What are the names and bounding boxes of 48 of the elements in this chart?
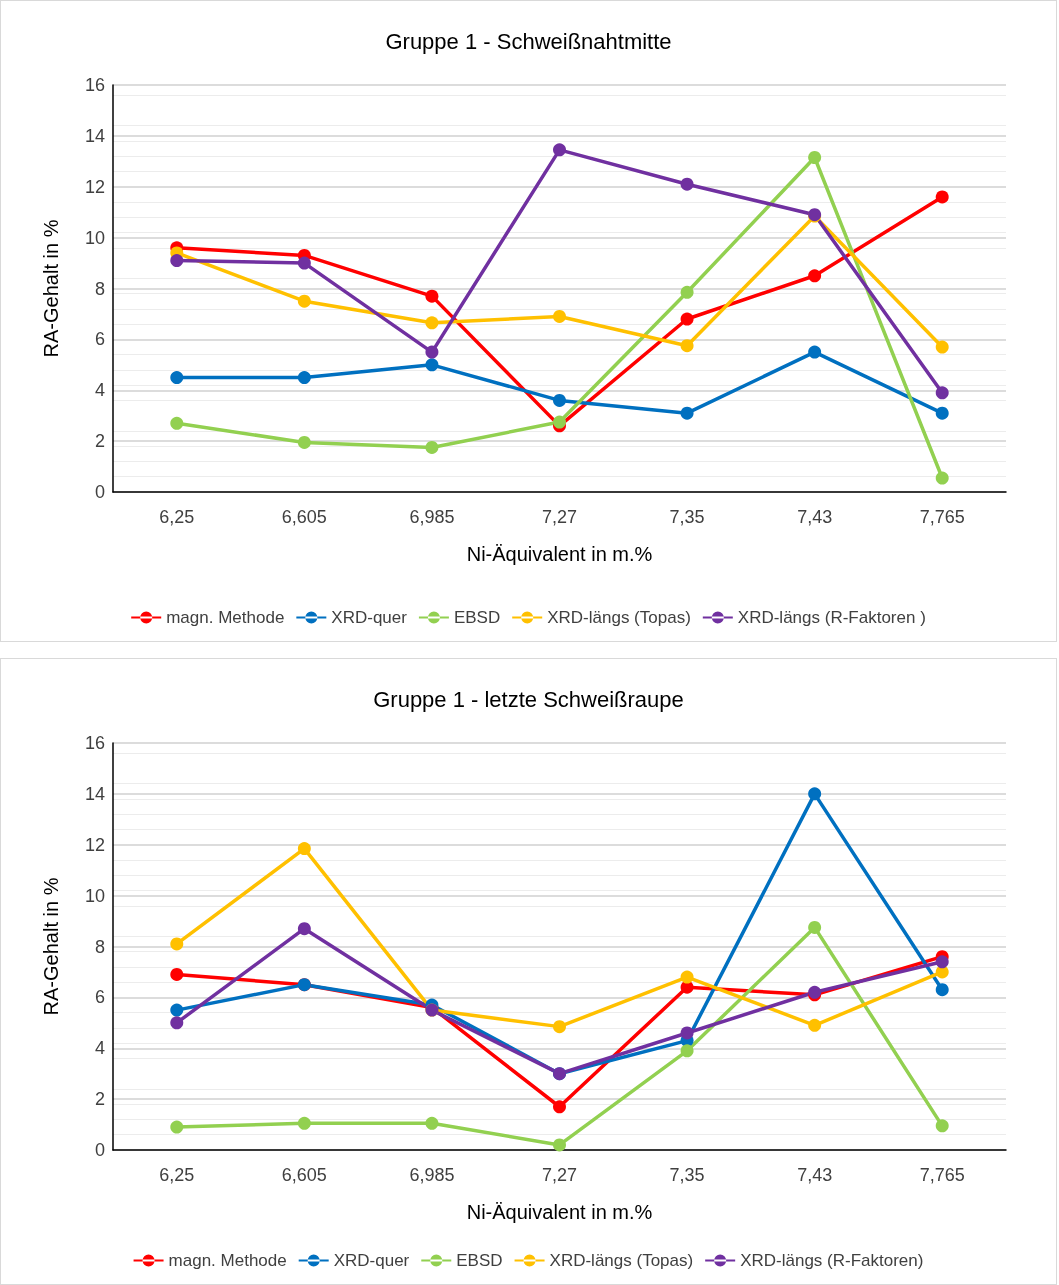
y-tick-label: 2	[94, 1089, 105, 1110]
x-axis-title: Ni-Äquivalent in m.%	[466, 543, 653, 565]
x-tick-label: 6,25	[159, 1165, 195, 1185]
y-tick-label: 12	[84, 834, 105, 855]
legend-label: XRD-quer	[333, 1251, 410, 1270]
legend-label: XRD-längs (Topas)	[549, 1251, 694, 1270]
y-tick-label: 4	[94, 1038, 105, 1059]
x-tick-label: 7,765	[919, 1165, 965, 1185]
x-tick-label: 7,765	[919, 507, 965, 527]
x-tick-label: 6,985	[409, 1165, 455, 1185]
chart-title: Gruppe 1 - Schweißnahtmitte	[385, 28, 672, 54]
x-tick-label: 7,35	[669, 507, 705, 527]
legend-label: EBSD	[453, 608, 501, 627]
x-tick-label: 7,27	[541, 507, 578, 527]
y-tick-label: 0	[94, 482, 105, 502]
y-tick-label: 14	[84, 125, 105, 146]
y-tick-label: 16	[84, 75, 105, 95]
legend-label: XRD-längs (R-Faktoren )	[737, 608, 926, 627]
legend-label: XRD-längs (Topas)	[547, 608, 691, 627]
y-tick-label: 8	[94, 278, 105, 299]
chart-title: Gruppe 1 - letzte Schweißraupe	[373, 686, 684, 712]
y-tick-label: 6	[94, 329, 105, 350]
y-tick-label: 0	[94, 1140, 105, 1160]
y-axis-title: RA-Gehalt in %	[40, 877, 62, 1016]
y-tick-label: 10	[84, 227, 105, 248]
y-tick-label: 14	[84, 783, 105, 804]
legend-label: magn. Methode	[166, 608, 285, 627]
y-tick-label: 12	[84, 176, 105, 197]
x-tick-label: 6,605	[281, 1165, 327, 1185]
y-tick-label: 4	[94, 380, 105, 401]
y-tick-label: 6	[94, 987, 105, 1008]
y-tick-label: 10	[84, 885, 105, 906]
x-tick-label: 7,43	[797, 507, 833, 527]
x-axis-title: Ni-Äquivalent in m.%	[466, 1201, 653, 1223]
x-tick-label: 7,43	[797, 1165, 833, 1185]
legend-label: XRD-quer	[331, 608, 408, 627]
legend-label: XRD-längs (R-Faktoren)	[740, 1251, 924, 1270]
legend-label: EBSD	[456, 1251, 503, 1270]
y-axis-title: RA-Gehalt in %	[40, 219, 62, 358]
x-tick-label: 6,605	[281, 507, 327, 527]
legend-label: magn. Methode	[168, 1251, 287, 1270]
x-tick-label: 6,25	[159, 507, 195, 527]
x-tick-label: 6,985	[409, 507, 455, 527]
y-tick-label: 8	[94, 936, 105, 957]
y-tick-label: 2	[94, 431, 105, 452]
y-tick-label: 16	[84, 733, 105, 753]
x-tick-label: 7,27	[541, 1165, 578, 1185]
x-tick-label: 7,35	[669, 1165, 705, 1185]
